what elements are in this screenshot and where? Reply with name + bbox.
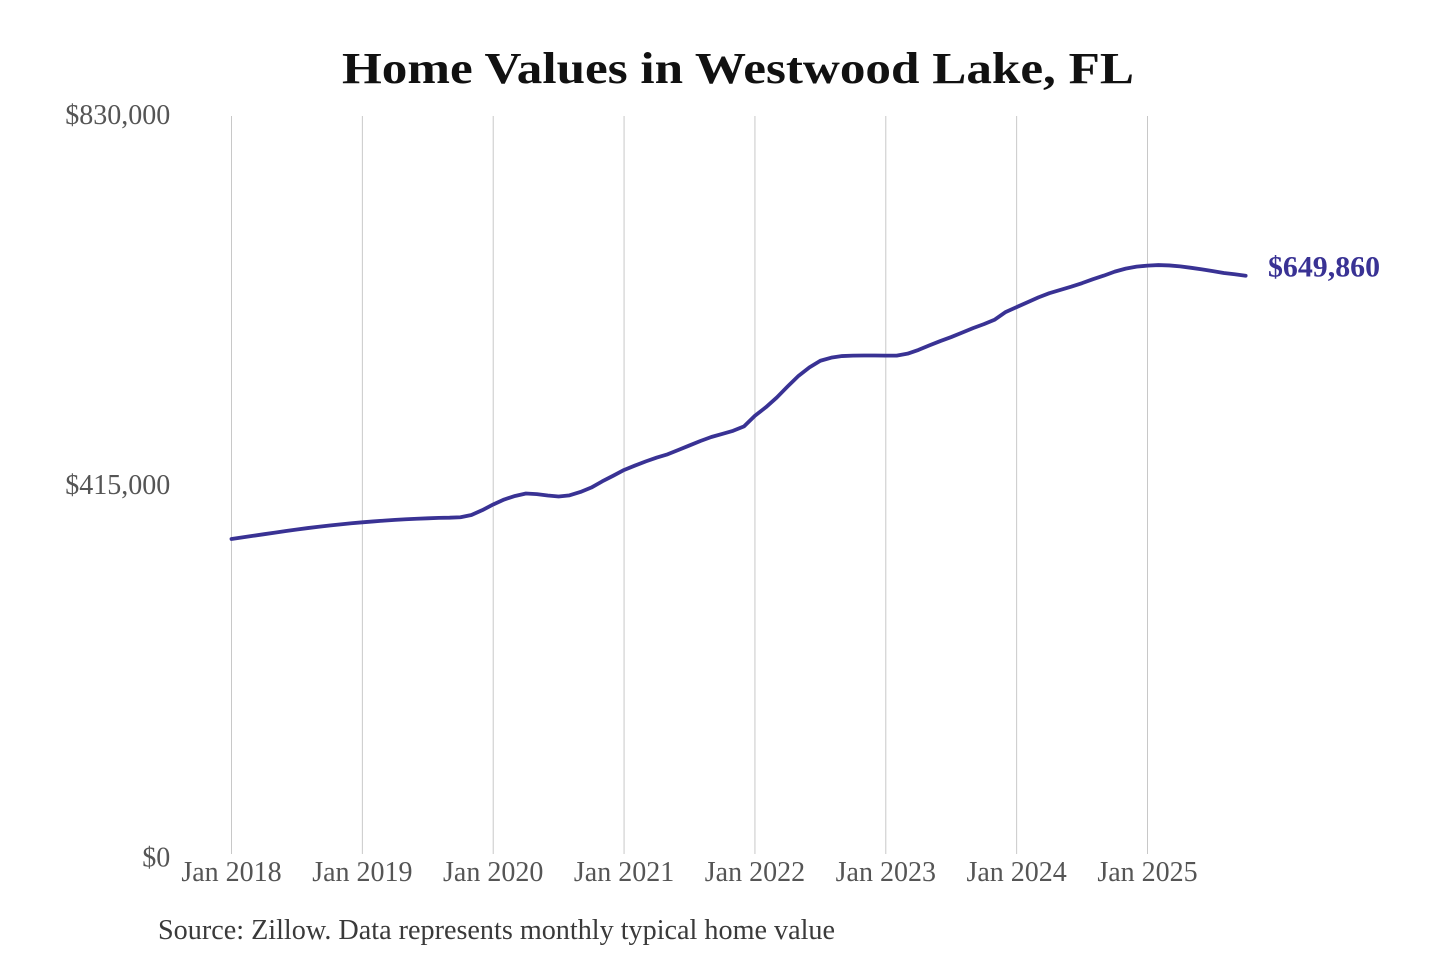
svg-text:Jan 2018: Jan 2018 (181, 857, 281, 888)
svg-text:Jan 2024: Jan 2024 (966, 857, 1066, 888)
svg-text:$0: $0 (142, 843, 170, 874)
svg-text:$649,860: $649,860 (1268, 251, 1380, 284)
svg-text:Jan 2021: Jan 2021 (574, 857, 674, 888)
svg-text:Source: Zillow. Data represent: Source: Zillow. Data represents monthly … (158, 915, 835, 946)
svg-text:$830,000: $830,000 (65, 100, 170, 131)
svg-text:Jan 2025: Jan 2025 (1097, 857, 1197, 888)
svg-text:$415,000: $415,000 (65, 470, 170, 501)
svg-text:Jan 2020: Jan 2020 (443, 857, 543, 888)
svg-text:Jan 2022: Jan 2022 (705, 857, 805, 888)
svg-text:Jan 2023: Jan 2023 (836, 857, 936, 888)
svg-text:Home Values in Westwood Lake,: Home Values in Westwood Lake, FL (342, 44, 1134, 93)
svg-text:Jan 2019: Jan 2019 (312, 857, 412, 888)
